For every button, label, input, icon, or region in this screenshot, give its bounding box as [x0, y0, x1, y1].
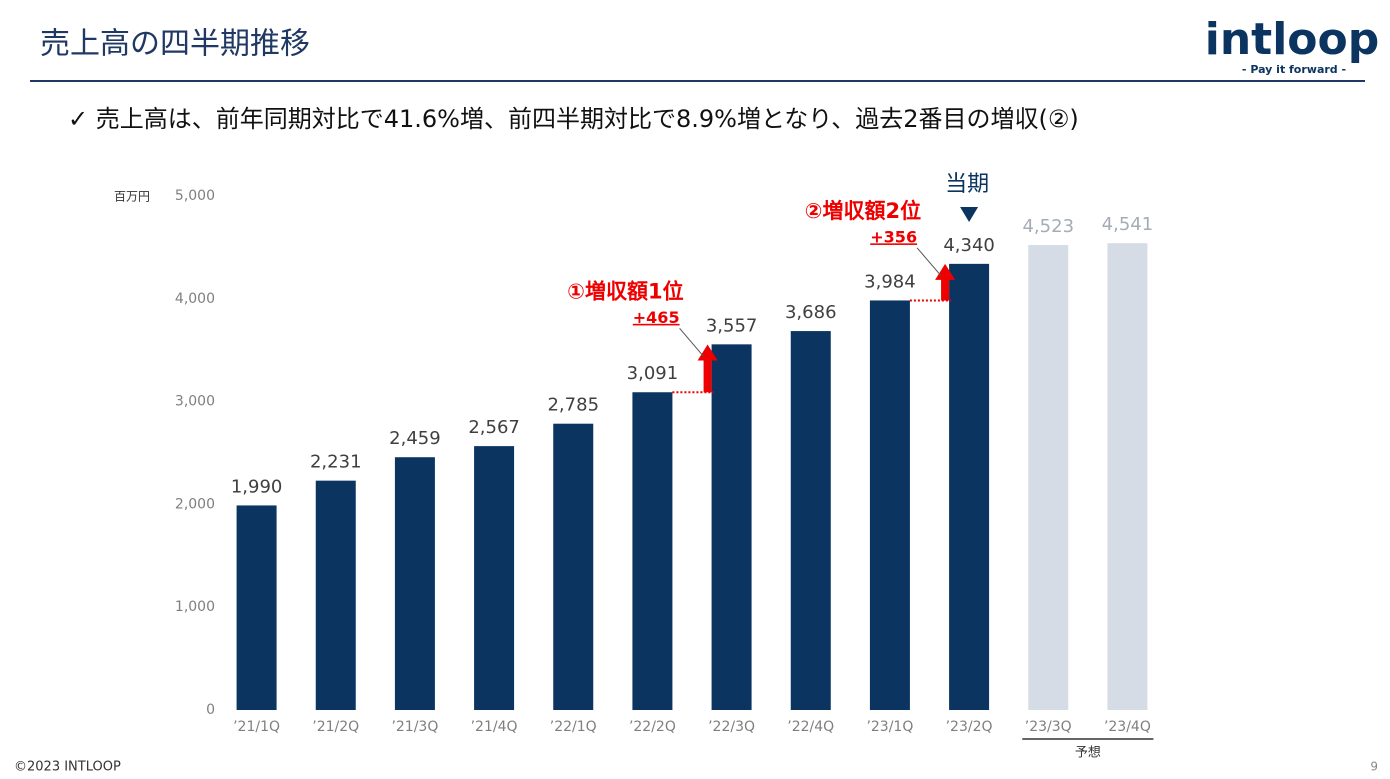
bar [474, 446, 515, 710]
x-tick-label: ’23/2Q [946, 719, 993, 735]
page-number: 9 [1370, 760, 1378, 774]
logo: intloop [1205, 14, 1379, 65]
x-tick-label: ’23/4Q [1104, 719, 1151, 735]
forecast-label: 予想 [1075, 745, 1101, 761]
x-tick-label: ’22/1Q [550, 719, 597, 735]
value-label: 3,091 [627, 363, 679, 384]
value-label: 3,984 [864, 271, 916, 292]
x-tick-label: ’23/3Q [1025, 719, 1072, 735]
bar [632, 392, 673, 710]
x-tick-label: ’22/2Q [629, 719, 676, 735]
x-tick-label: ’21/2Q [312, 719, 359, 735]
bar [949, 263, 990, 710]
increase-arrow [935, 263, 956, 301]
bar [236, 505, 277, 710]
bar [1028, 245, 1069, 711]
current-marker [960, 207, 979, 222]
x-tick-label: ’23/1Q [866, 719, 913, 735]
value-label: 1,990 [231, 476, 283, 497]
y-tick-label: 2,000 [175, 496, 215, 512]
value-label: 2,567 [468, 417, 520, 438]
value-label: 3,686 [785, 302, 837, 323]
value-label: 3,557 [706, 315, 758, 336]
slide-title: 売上高の四半期推移 [40, 27, 310, 62]
delta-label: +465 [633, 308, 680, 327]
value-label: 4,541 [1102, 214, 1154, 235]
x-tick-label: ’21/4Q [471, 719, 518, 735]
value-label: 4,340 [943, 235, 995, 256]
bar [711, 344, 752, 710]
value-label: 2,785 [547, 395, 599, 416]
x-tick-label: ’22/3Q [708, 719, 755, 735]
copyright: ©2023 INTLOOP [14, 760, 121, 775]
bar [553, 423, 594, 710]
bar [394, 457, 435, 710]
logo-tagline: - Pay it forward - [1242, 63, 1346, 76]
delta-label: +356 [870, 227, 917, 246]
y-unit: 百万円 [114, 190, 150, 204]
y-tick-label: 4,000 [175, 291, 215, 307]
annotation-title: ②増収額2位 [805, 199, 921, 223]
subtitle: ✓ 売上高は、前年同期対比で41.6%増、前四半期対比で8.9%増となり、過去2… [68, 105, 1079, 133]
current-label: 当期 [945, 172, 989, 197]
x-tick-label: ’22/4Q [787, 719, 834, 735]
value-label: 4,523 [1022, 216, 1074, 237]
bar [1107, 243, 1148, 711]
bar [869, 300, 910, 710]
annotation-title: ①増収額1位 [567, 279, 683, 303]
x-tick-label: ’21/3Q [391, 719, 438, 735]
bar [315, 480, 356, 710]
bar [790, 331, 831, 710]
leader-line [679, 328, 704, 357]
y-tick-label: 0 [206, 702, 215, 718]
y-tick-label: 5,000 [175, 188, 215, 204]
leader-line [916, 247, 942, 277]
y-tick-label: 1,000 [175, 599, 215, 615]
increase-arrow [697, 344, 718, 393]
y-tick-label: 3,000 [175, 394, 215, 410]
value-label: 2,231 [310, 452, 362, 473]
x-tick-label: ’21/1Q [233, 719, 280, 735]
value-label: 2,459 [389, 428, 441, 449]
